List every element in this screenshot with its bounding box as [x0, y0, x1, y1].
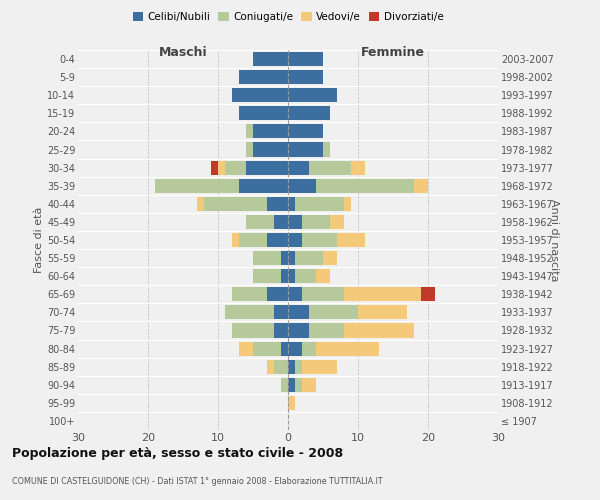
- Text: Maschi: Maschi: [158, 46, 208, 60]
- Bar: [288, 124, 323, 138]
- Bar: [330, 215, 344, 229]
- Bar: [288, 378, 295, 392]
- Bar: [232, 287, 267, 302]
- Bar: [253, 251, 281, 265]
- Bar: [288, 88, 337, 102]
- Bar: [246, 142, 253, 156]
- Bar: [225, 160, 246, 174]
- Bar: [302, 233, 337, 247]
- Bar: [344, 287, 421, 302]
- Bar: [358, 306, 407, 320]
- Bar: [239, 233, 267, 247]
- Bar: [225, 306, 274, 320]
- Bar: [288, 197, 295, 211]
- Bar: [281, 342, 288, 355]
- Bar: [274, 306, 288, 320]
- Bar: [253, 124, 288, 138]
- Bar: [274, 360, 288, 374]
- Bar: [295, 378, 302, 392]
- Bar: [295, 251, 323, 265]
- Bar: [232, 324, 274, 338]
- Bar: [197, 197, 204, 211]
- Bar: [155, 178, 239, 193]
- Bar: [281, 251, 288, 265]
- Text: Popolazione per età, sesso e stato civile - 2008: Popolazione per età, sesso e stato civil…: [12, 448, 343, 460]
- Bar: [288, 269, 295, 283]
- Bar: [204, 197, 267, 211]
- Bar: [288, 106, 330, 120]
- Bar: [288, 52, 323, 66]
- Bar: [232, 233, 239, 247]
- Bar: [218, 160, 225, 174]
- Bar: [288, 215, 302, 229]
- Bar: [239, 342, 253, 355]
- Bar: [344, 324, 414, 338]
- Bar: [267, 360, 274, 374]
- Legend: Celibi/Nubili, Coniugati/e, Vedovi/e, Divorziati/e: Celibi/Nubili, Coniugati/e, Vedovi/e, Di…: [128, 8, 448, 26]
- Bar: [239, 178, 288, 193]
- Bar: [288, 342, 302, 355]
- Bar: [288, 70, 323, 84]
- Bar: [414, 178, 428, 193]
- Bar: [288, 324, 309, 338]
- Y-axis label: Fasce di età: Fasce di età: [34, 207, 44, 273]
- Bar: [253, 269, 281, 283]
- Bar: [267, 287, 288, 302]
- Bar: [295, 197, 344, 211]
- Text: Femmine: Femmine: [361, 46, 425, 60]
- Bar: [288, 396, 295, 410]
- Bar: [309, 160, 351, 174]
- Bar: [309, 306, 358, 320]
- Bar: [316, 269, 330, 283]
- Text: COMUNE DI CASTELGUIDONE (CH) - Dati ISTAT 1° gennaio 2008 - Elaborazione TUTTITA: COMUNE DI CASTELGUIDONE (CH) - Dati ISTA…: [12, 477, 383, 486]
- Bar: [246, 160, 288, 174]
- Bar: [274, 324, 288, 338]
- Bar: [288, 160, 309, 174]
- Bar: [302, 215, 330, 229]
- Bar: [316, 342, 379, 355]
- Bar: [232, 88, 288, 102]
- Bar: [288, 251, 295, 265]
- Bar: [295, 269, 316, 283]
- Bar: [323, 142, 330, 156]
- Bar: [246, 124, 253, 138]
- Bar: [288, 287, 302, 302]
- Bar: [274, 215, 288, 229]
- Bar: [253, 342, 281, 355]
- Bar: [302, 287, 344, 302]
- Bar: [253, 142, 288, 156]
- Bar: [267, 233, 288, 247]
- Bar: [309, 324, 344, 338]
- Bar: [288, 178, 316, 193]
- Bar: [281, 269, 288, 283]
- Bar: [288, 360, 295, 374]
- Bar: [302, 378, 316, 392]
- Bar: [281, 378, 288, 392]
- Bar: [323, 251, 337, 265]
- Bar: [288, 142, 323, 156]
- Bar: [302, 342, 316, 355]
- Bar: [421, 287, 435, 302]
- Bar: [316, 178, 414, 193]
- Bar: [211, 160, 218, 174]
- Bar: [344, 197, 351, 211]
- Bar: [302, 360, 337, 374]
- Bar: [288, 233, 302, 247]
- Bar: [239, 106, 288, 120]
- Bar: [253, 52, 288, 66]
- Y-axis label: Anni di nascita: Anni di nascita: [549, 198, 559, 281]
- Bar: [295, 360, 302, 374]
- Bar: [267, 197, 288, 211]
- Bar: [351, 160, 365, 174]
- Bar: [246, 215, 274, 229]
- Bar: [288, 306, 309, 320]
- Bar: [337, 233, 365, 247]
- Bar: [239, 70, 288, 84]
